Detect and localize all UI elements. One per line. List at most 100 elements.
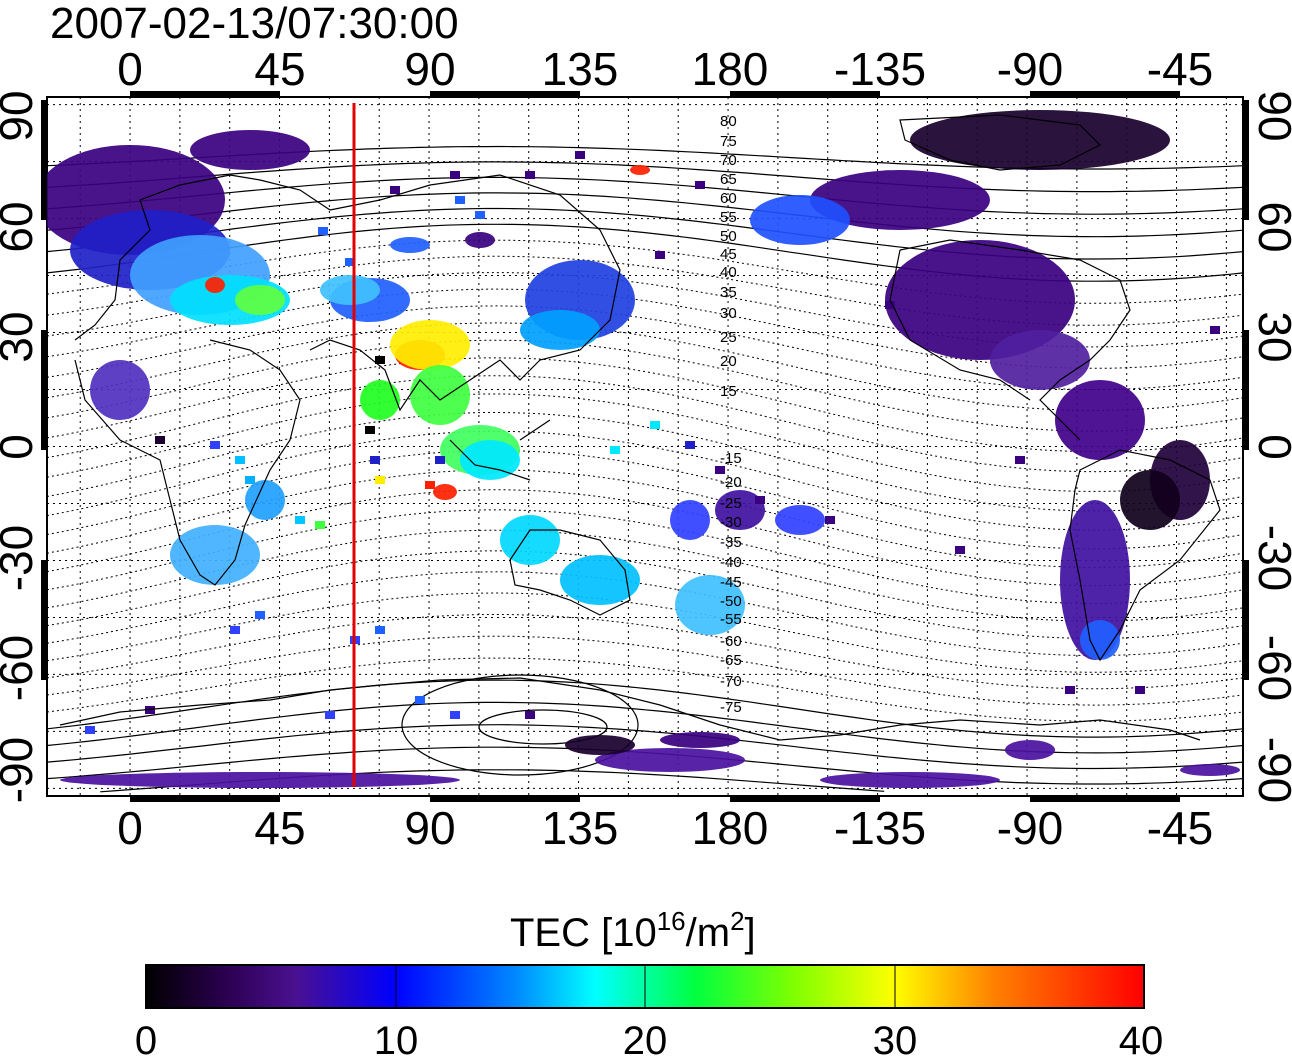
contour-label: -35 — [720, 534, 742, 551]
tec-sample — [315, 521, 325, 529]
bottom-lon-tick: 180 — [692, 802, 769, 854]
tec-region — [460, 440, 520, 480]
contour-label: 75 — [720, 133, 737, 150]
coastline — [1069, 449, 1221, 662]
magnetic-contour — [47, 322, 1243, 411]
tec-region — [660, 732, 740, 748]
left-lat-tick: -90 — [0, 737, 42, 803]
tec-sample — [375, 356, 385, 364]
colorbar-title: TEC [1016/m2] — [510, 906, 756, 955]
top-lon-tick: 90 — [404, 43, 455, 95]
top-lon-tick: 135 — [542, 43, 619, 95]
contour-label: -60 — [720, 633, 742, 650]
tec-region — [1080, 620, 1120, 660]
tec-sample — [525, 711, 535, 719]
tec-sample — [365, 426, 375, 434]
tec-sample — [650, 421, 660, 429]
coastline — [309, 174, 621, 412]
tec-sample — [655, 251, 665, 259]
tec-region — [675, 575, 745, 635]
tec-region — [1060, 500, 1130, 660]
tec-region — [500, 515, 560, 565]
tec-sample — [235, 456, 245, 464]
right-lat-tick: -60 — [1249, 635, 1292, 701]
colorbar-tick-label: 30 — [873, 1019, 918, 1057]
contour-label: 15 — [720, 383, 737, 400]
contour-label: -20 — [720, 474, 742, 491]
coastlines — [59, 114, 1221, 741]
tec-sample — [525, 171, 535, 179]
bottom-lon-tick: -90 — [997, 802, 1063, 854]
tec-sample — [325, 711, 335, 719]
top-lon-tick: -135 — [834, 43, 926, 95]
tec-region — [190, 130, 310, 170]
magnetic-contour — [47, 176, 1243, 215]
tec-sample — [210, 441, 220, 449]
tec-region — [390, 320, 470, 370]
top-longitude-ticks: 0 45 90 135 180 -135 -90 -45 — [117, 43, 1213, 95]
tec-region — [390, 237, 430, 253]
tec-region — [235, 285, 285, 315]
top-lon-tick: 180 — [692, 43, 769, 95]
tec-region — [60, 772, 460, 788]
tec-sample — [1015, 456, 1025, 464]
magnetic-contour — [47, 393, 1243, 492]
tec-region — [1180, 764, 1240, 776]
top-lon-tick: 45 — [254, 43, 305, 95]
tec-region — [630, 165, 650, 175]
tec-sample — [318, 227, 328, 235]
bottom-lon-tick: 0 — [117, 802, 143, 854]
contour-label: 55 — [720, 209, 737, 226]
contour-label: 65 — [720, 171, 737, 188]
tec-sample — [255, 611, 265, 619]
magnetic-contour — [47, 192, 1243, 238]
contour-label: -75 — [720, 699, 742, 716]
contour-label: -70 — [720, 673, 742, 690]
colorbar-tick-label: 20 — [623, 1019, 668, 1057]
right-lat-tick: 90 — [1249, 90, 1292, 141]
tec-region — [1120, 470, 1180, 530]
contour-label: -15 — [720, 450, 742, 467]
tec-region — [410, 365, 470, 425]
tec-region — [595, 748, 745, 772]
tec-sample — [1210, 326, 1220, 334]
contour-label: 70 — [720, 152, 737, 169]
magnetic-contour — [47, 509, 1243, 604]
tec-region — [1005, 740, 1055, 760]
tec-sample — [230, 626, 240, 634]
tec-sample — [450, 711, 460, 719]
tec-sample — [435, 456, 445, 464]
contour-label: 35 — [720, 284, 737, 301]
tec-region — [910, 110, 1170, 170]
tec-sample — [85, 726, 95, 734]
top-lon-tick: 0 — [117, 43, 143, 95]
tec-sample — [610, 446, 620, 454]
tec-region — [810, 170, 990, 230]
tec-sample — [475, 211, 485, 219]
contour-label: -40 — [720, 554, 742, 571]
tec-sample — [375, 476, 385, 484]
colorbar-tick-label: 10 — [374, 1019, 419, 1057]
contour-label: 25 — [720, 329, 737, 346]
map-frame — [46, 96, 1244, 797]
tec-region — [465, 232, 495, 248]
tec-sample — [145, 706, 155, 714]
tec-sample — [715, 466, 725, 474]
tec-sample — [425, 481, 435, 489]
magnetic-contour — [47, 430, 1243, 531]
tec-region — [1055, 380, 1145, 460]
magnetic-contour — [47, 469, 1243, 568]
contour-label: 80 — [720, 113, 737, 130]
tec-region — [90, 360, 150, 420]
tec-sample — [825, 516, 835, 524]
contour-label: -65 — [720, 652, 742, 669]
colorbar: TEC [1016/m2] 0 10 20 30 40 — [135, 906, 1163, 1057]
right-lat-tick: -90 — [1249, 737, 1292, 803]
magnetic-contour — [47, 412, 1243, 512]
magnetic-contour — [47, 529, 1243, 622]
coastline — [74, 339, 301, 586]
tec-sample — [575, 151, 585, 159]
coastline — [899, 239, 1131, 441]
